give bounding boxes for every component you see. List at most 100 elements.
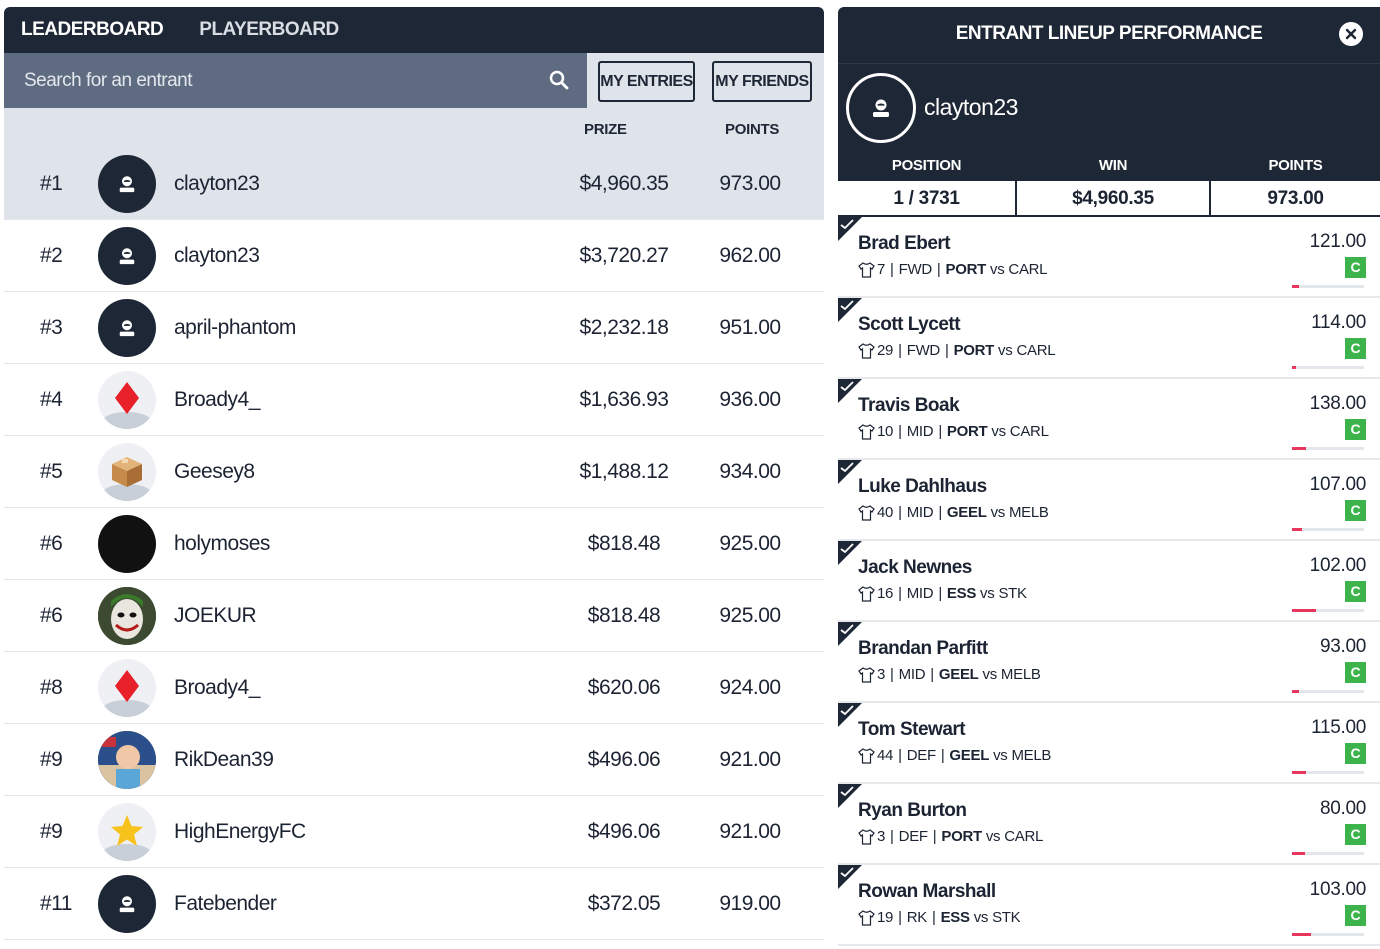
my-friends-button[interactable]: MY FRIENDS — [712, 61, 812, 102]
leaderboard-row[interactable]: #8 Broady4_ $620.06 924.00 — [4, 652, 824, 724]
stat-position-value: 1 / 3731 — [838, 181, 1015, 217]
player-name[interactable]: Tom Stewart — [858, 719, 966, 740]
lineup-player-row[interactable]: Rowan Marshall 19 | RK | ESS vs STK 103.00 C — [838, 865, 1380, 946]
separator: | — [890, 828, 894, 845]
row-username[interactable]: clayton23 — [174, 172, 260, 195]
captain-badge: C — [1345, 743, 1366, 764]
avatar — [846, 73, 916, 143]
lineup-player-row[interactable]: Brandan Parfitt 3 | MID | GEEL vs MELB 93.00 C — [838, 622, 1380, 703]
player-number: 10 — [877, 423, 894, 440]
lineup-player-row[interactable]: Ryan Burton 3 | DEF | PORT vs CARL 80.00 C — [838, 784, 1380, 865]
row-username[interactable]: RikDean39 — [174, 748, 274, 771]
row-username[interactable]: Fatebender — [174, 892, 277, 915]
row-username[interactable]: clayton23 — [174, 244, 260, 267]
separator: | — [898, 909, 902, 926]
row-username[interactable]: Broady4_ — [174, 676, 260, 699]
player-name[interactable]: Rowan Marshall — [858, 881, 996, 902]
leaderboard-row[interactable]: #9 HighEnergyFC $496.06 921.00 — [4, 796, 824, 868]
player-points: 102.00 — [1309, 555, 1367, 576]
progress-fill — [1292, 933, 1312, 936]
column-prize: PRIZE — [584, 121, 627, 138]
captain-badge: C — [1345, 257, 1366, 278]
separator: | — [944, 342, 949, 359]
row-username[interactable]: JOEKUR — [174, 604, 257, 627]
leaderboard-row[interactable]: #6 JOEKUR $818.48 925.00 — [4, 580, 824, 652]
leaderboard-row[interactable]: #11 Fatebender $372.05 919.00 — [4, 868, 824, 940]
default-user-icon — [873, 99, 889, 117]
opponent-team: MELB — [1011, 747, 1052, 764]
search-icon[interactable] — [549, 70, 569, 90]
player-number: 19 — [877, 909, 894, 926]
row-rank: #2 — [40, 244, 63, 267]
row-username[interactable]: holymoses — [174, 532, 270, 555]
player-position: DEF — [906, 747, 936, 764]
player-number: 7 — [877, 261, 886, 278]
lineup-player-row[interactable]: Brad Ebert 7 | FWD | PORT vs CARL 121.00 C — [838, 217, 1380, 298]
leaderboard-row[interactable]: #2 clayton23 $3,720.27 962.00 — [4, 220, 824, 292]
leaderboard-row[interactable]: #6 holymoses $818.48 925.00 — [4, 508, 824, 580]
box-icon — [103, 457, 151, 501]
leaderboard-row[interactable]: #9 RikDean39 $496.06 921.00 — [4, 724, 824, 796]
entrant-lineup-panel: ENTRANT LINEUP PERFORMANCE clayton23 POS… — [838, 7, 1380, 949]
search-input[interactable]: Search for an entrant — [4, 53, 587, 108]
default-user-icon — [119, 248, 135, 265]
player-name[interactable]: Luke Dahlhaus — [858, 476, 987, 497]
lineup-player-row[interactable]: Travis Boak 10 | MID | PORT vs CARL 138.00 C — [838, 379, 1380, 460]
lineup-player-row[interactable]: Tom Stewart 44 | DEF | GEEL vs MELB 115.00 C — [838, 703, 1380, 784]
player-name[interactable]: Scott Lycett — [858, 314, 961, 335]
lineup-player-row[interactable]: Scott Lycett 29 | FWD | PORT vs CARL 114.00 C — [838, 298, 1380, 379]
leaderboard-row[interactable]: #1 clayton23 $4,960.35 973.00 — [4, 148, 824, 220]
leaderboard-row[interactable]: #3 april-phantom $2,232.18 951.00 — [4, 292, 824, 364]
row-username[interactable]: april-phantom — [174, 316, 296, 339]
player-name[interactable]: Brandan Parfitt — [858, 638, 988, 659]
captain-badge: C — [1345, 905, 1366, 926]
close-button[interactable] — [1339, 22, 1363, 46]
player-name[interactable]: Brad Ebert — [858, 233, 951, 254]
lineup-player-row[interactable]: Luke Dahlhaus 40 | MID | GEEL vs MELB 107.00 C — [838, 460, 1380, 541]
progress-fill — [1292, 285, 1300, 288]
avatar — [98, 515, 156, 573]
tab-playerboard[interactable]: PLAYERBOARD — [199, 19, 339, 40]
vs-label: vs — [991, 423, 1006, 440]
selected-corner — [838, 703, 862, 727]
checkmark-icon — [840, 381, 854, 391]
my-entries-button[interactable]: MY ENTRIES — [598, 61, 695, 102]
jersey-icon — [858, 504, 875, 521]
player-points: 103.00 — [1309, 879, 1367, 900]
selected-corner — [838, 865, 862, 889]
leaderboard-list: #1 clayton23 $4,960.35 973.00 #2 clayton23 $3,… — [4, 148, 824, 940]
panel-header: ENTRANT LINEUP PERFORMANCE — [838, 7, 1380, 63]
jersey-icon — [858, 747, 875, 764]
player-points: 114.00 — [1311, 312, 1366, 333]
captain-badge: C — [1345, 500, 1366, 521]
lineup-player-row[interactable]: Jack Newnes 16 | MID | ESS vs STK 102.00 C — [838, 541, 1380, 622]
tab-leaderboard[interactable]: LEADERBOARD — [21, 19, 164, 40]
avatar — [98, 803, 156, 861]
separator: | — [940, 747, 945, 764]
checkmark-icon — [840, 786, 854, 796]
leaderboard-row[interactable]: #5 Geesey8 $1,488.12 934.00 — [4, 436, 824, 508]
row-rank: #11 — [40, 892, 72, 915]
row-rank: #9 — [40, 820, 63, 843]
player-team: PORT — [953, 342, 995, 359]
opponent-team: STK — [992, 909, 1021, 926]
row-username[interactable]: HighEnergyFC — [174, 820, 306, 843]
player-name[interactable]: Travis Boak — [858, 395, 960, 416]
player-name[interactable]: Jack Newnes — [858, 557, 972, 578]
column-points: POINTS — [725, 121, 780, 138]
separator: | — [890, 261, 894, 278]
red-diamond-icon — [103, 382, 151, 429]
row-rank: #6 — [40, 532, 63, 555]
player-points: 121.00 — [1309, 231, 1367, 252]
stat-win-label: WIN — [1017, 151, 1209, 181]
row-username[interactable]: Broady4_ — [174, 388, 260, 411]
leaderboard-row[interactable]: #4 Broady4_ $1,636.93 936.00 — [4, 364, 824, 436]
player-info: 3 | MID | GEEL vs MELB — [858, 666, 1041, 683]
captain-badge: C — [1345, 581, 1366, 602]
player-points: 107.00 — [1309, 474, 1367, 495]
player-points: 80.00 — [1319, 798, 1366, 819]
red-diamond-icon — [103, 670, 151, 717]
progress-fill — [1292, 771, 1307, 774]
player-name[interactable]: Ryan Burton — [858, 800, 967, 821]
row-username[interactable]: Geesey8 — [174, 460, 255, 483]
